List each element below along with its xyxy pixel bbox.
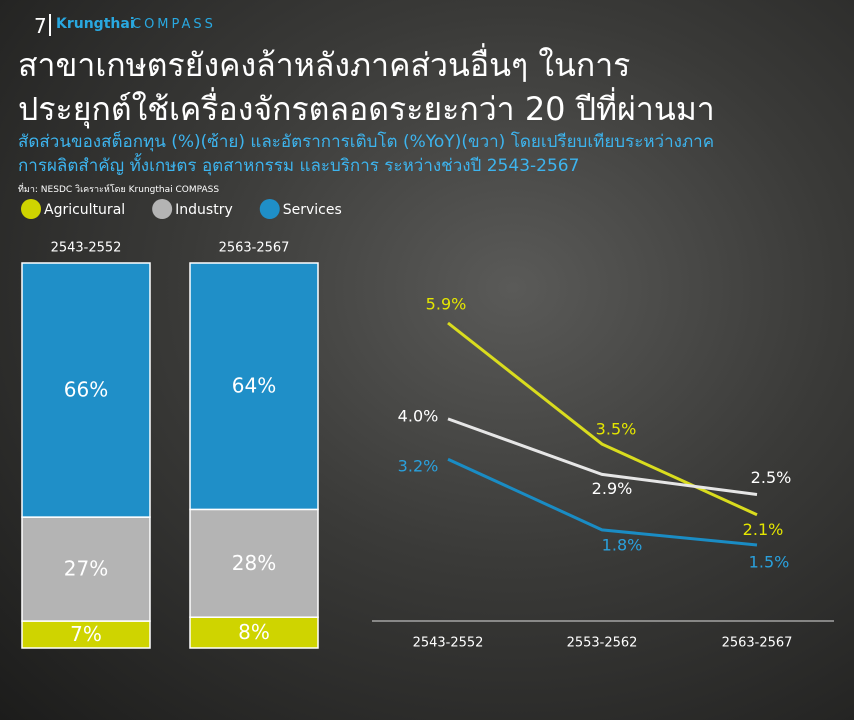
data-label: 1.8%: [602, 535, 643, 554]
brand-suffix: COMPASS: [132, 17, 216, 32]
legend-swatch: [259, 199, 280, 219]
data-label: 27%: [64, 557, 108, 581]
bar-segment: [189, 262, 319, 511]
data-label: 3.2%: [398, 457, 439, 476]
data-label: 66%: [64, 378, 108, 402]
category-label: 2563-2567: [219, 241, 290, 256]
data-label: 28%: [232, 551, 276, 575]
subtitle: สัดส่วนของสต็อกทุน (%)(ซ้าย) และอัตราการ…: [18, 132, 715, 152]
data-label: 4.0%: [398, 406, 439, 425]
legend-swatch: [152, 199, 173, 219]
data-label: 1.5%: [749, 553, 790, 572]
legend-swatch: [21, 199, 41, 219]
x-tick-label: 2563-2567: [722, 636, 793, 651]
bar-segment: [21, 516, 151, 622]
legend-label: Agricultural: [44, 202, 125, 218]
line: [447, 457, 758, 547]
bar-segment: [189, 616, 319, 649]
title: สาขาเกษตรยังคงล้าหลังภาคส่วนอื่นๆ ในการ: [18, 46, 631, 84]
legend-label: Industry: [175, 202, 233, 218]
data-label: 5.9%: [426, 295, 467, 314]
category-label: 2543-2552: [51, 241, 122, 256]
data-label: 8%: [238, 620, 270, 644]
data-label: 7%: [70, 622, 102, 646]
data-label: 2.1%: [743, 520, 784, 539]
page-number: 7: [34, 14, 47, 38]
line: [447, 321, 758, 517]
data-label: 2.9%: [592, 479, 633, 498]
x-tick-label: 2543-2552: [413, 636, 484, 651]
divider: [49, 14, 51, 36]
data-label: 3.5%: [596, 420, 637, 439]
title: ประยุกต์ใช้เครื่องจักรตลอดระยะกว่า 20 ปี…: [18, 90, 715, 128]
subtitle: การผลิตสำคัญ ทั้งเกษตร อุตสาหกรรม และบริ…: [18, 156, 580, 176]
source: ที่มา: NESDC วิเคราะห์โดย Krungthai COMP…: [18, 185, 220, 195]
brand: Krungthai: [56, 16, 135, 32]
data-label: 64%: [232, 374, 276, 398]
bar-segment: [21, 262, 151, 518]
x-tick-label: 2553-2562: [567, 636, 638, 651]
line: [447, 417, 758, 497]
data-label: 2.5%: [751, 468, 792, 487]
bar-segment: [21, 620, 151, 649]
legend-label: Services: [283, 202, 342, 218]
bar-segment: [189, 508, 319, 618]
